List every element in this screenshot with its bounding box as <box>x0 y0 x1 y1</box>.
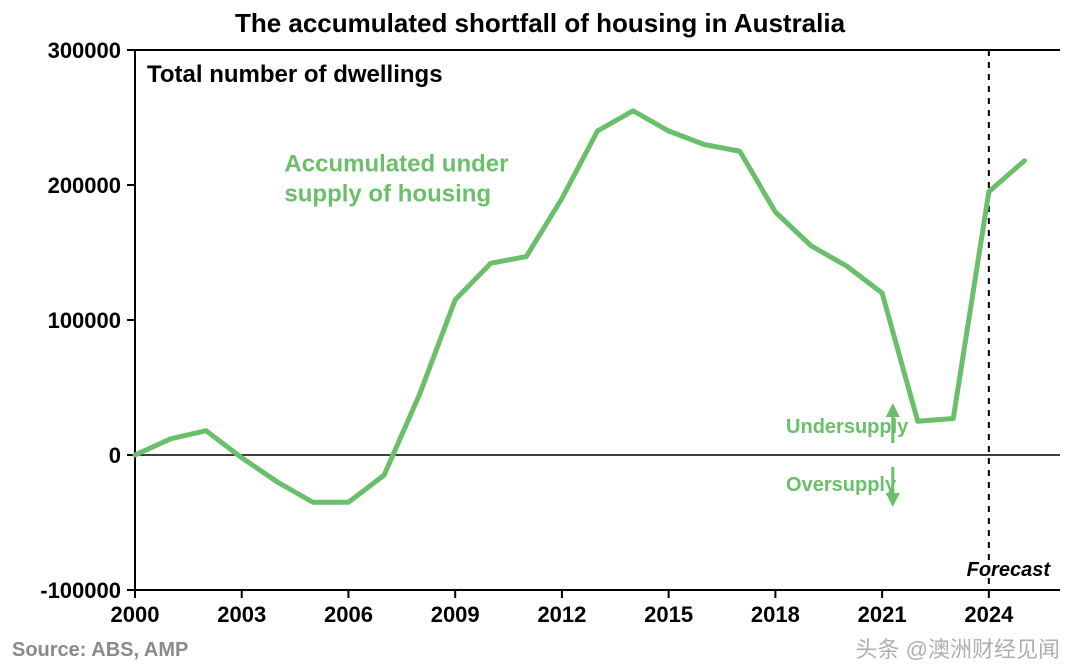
oversupply-label: Oversupply <box>786 474 897 496</box>
x-tick-label: 2006 <box>324 602 373 627</box>
x-tick-label: 2003 <box>217 602 266 627</box>
x-tick-label: 2012 <box>537 602 586 627</box>
y-tick-label: 300000 <box>48 38 121 63</box>
y-tick-label: 100000 <box>48 308 121 333</box>
oversupply-arrow-head <box>886 493 900 507</box>
series-label-line1: Accumulated under <box>284 151 508 178</box>
series-label-line2: supply of housing <box>284 181 491 208</box>
x-tick-label: 2018 <box>751 602 800 627</box>
undersupply-arrow-head <box>886 403 900 417</box>
x-tick-label: 2015 <box>644 602 693 627</box>
x-tick-label: 2024 <box>964 602 1014 627</box>
x-tick-label: 2021 <box>858 602 907 627</box>
chart-svg: -100000 0 100000 200000 300000 2000 2003 2006 20… <box>0 0 1080 668</box>
chart-container: { "chart": { "type": "line", "title": "T… <box>0 0 1080 668</box>
x-tick-label: 2009 <box>431 602 480 627</box>
y-tick-label: 200000 <box>48 173 121 198</box>
forecast-label: Forecast <box>967 559 1052 581</box>
watermark-text: 头条 @澳洲财经见闻 <box>856 632 1060 664</box>
y-tick-label: -100000 <box>40 578 121 603</box>
source-text: Source: ABS, AMP <box>12 639 188 662</box>
y-tick-label: 0 <box>109 443 121 468</box>
undersupply-label: Undersupply <box>786 416 909 438</box>
x-tick-label: 2000 <box>111 602 160 627</box>
chart-subtitle: Total number of dwellings <box>147 61 443 88</box>
data-line <box>135 111 1024 503</box>
